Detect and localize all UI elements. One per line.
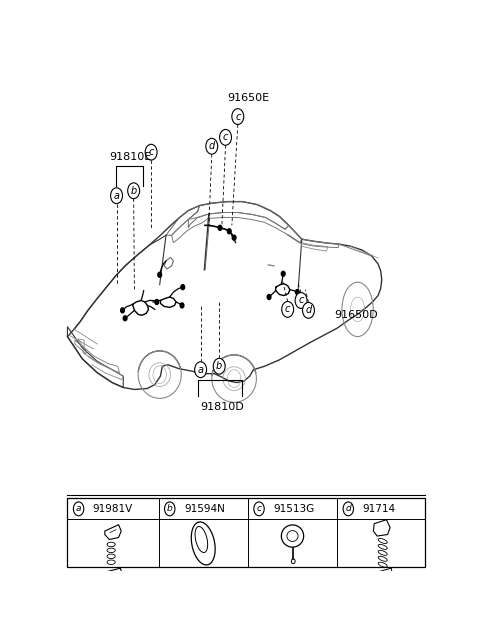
Circle shape (206, 138, 218, 154)
Circle shape (73, 502, 84, 516)
Text: d: d (305, 306, 312, 315)
Circle shape (302, 302, 314, 318)
Text: c: c (235, 112, 240, 121)
Circle shape (254, 502, 264, 516)
Circle shape (296, 290, 299, 295)
Text: c: c (299, 295, 304, 306)
Circle shape (128, 183, 140, 198)
Circle shape (181, 284, 185, 290)
Circle shape (228, 229, 231, 234)
Circle shape (219, 130, 231, 145)
Text: b: b (167, 505, 173, 514)
Text: d: d (346, 505, 351, 514)
Text: c: c (285, 304, 290, 315)
Circle shape (281, 272, 285, 276)
Text: 91594N: 91594N (184, 504, 225, 514)
Text: c: c (223, 132, 228, 143)
Circle shape (120, 308, 124, 313)
Text: 91650D: 91650D (335, 310, 378, 320)
Circle shape (232, 235, 236, 240)
Text: a: a (198, 365, 204, 375)
Text: 91714: 91714 (362, 504, 396, 514)
Circle shape (343, 502, 353, 516)
Circle shape (123, 316, 127, 321)
Circle shape (165, 502, 175, 516)
Bar (67, 498, 424, 568)
Text: a: a (76, 505, 81, 514)
Text: c: c (148, 147, 154, 157)
Circle shape (195, 362, 206, 377)
Text: 91810E: 91810E (109, 152, 151, 162)
Circle shape (110, 187, 122, 204)
Text: c: c (256, 505, 262, 514)
Circle shape (267, 295, 271, 299)
Text: 91810D: 91810D (200, 403, 244, 412)
Text: b: b (131, 186, 137, 196)
Circle shape (295, 293, 307, 308)
Circle shape (213, 358, 225, 374)
Circle shape (145, 144, 157, 160)
Text: a: a (114, 191, 120, 201)
Text: b: b (216, 361, 222, 371)
Circle shape (180, 303, 184, 308)
Text: 91513G: 91513G (273, 504, 314, 514)
Circle shape (282, 302, 294, 317)
Circle shape (155, 299, 158, 304)
Text: 91650E: 91650E (227, 93, 269, 103)
Text: d: d (209, 141, 215, 152)
Circle shape (158, 272, 162, 277)
Text: 91981V: 91981V (93, 504, 133, 514)
Circle shape (218, 225, 222, 230)
Circle shape (232, 108, 244, 125)
